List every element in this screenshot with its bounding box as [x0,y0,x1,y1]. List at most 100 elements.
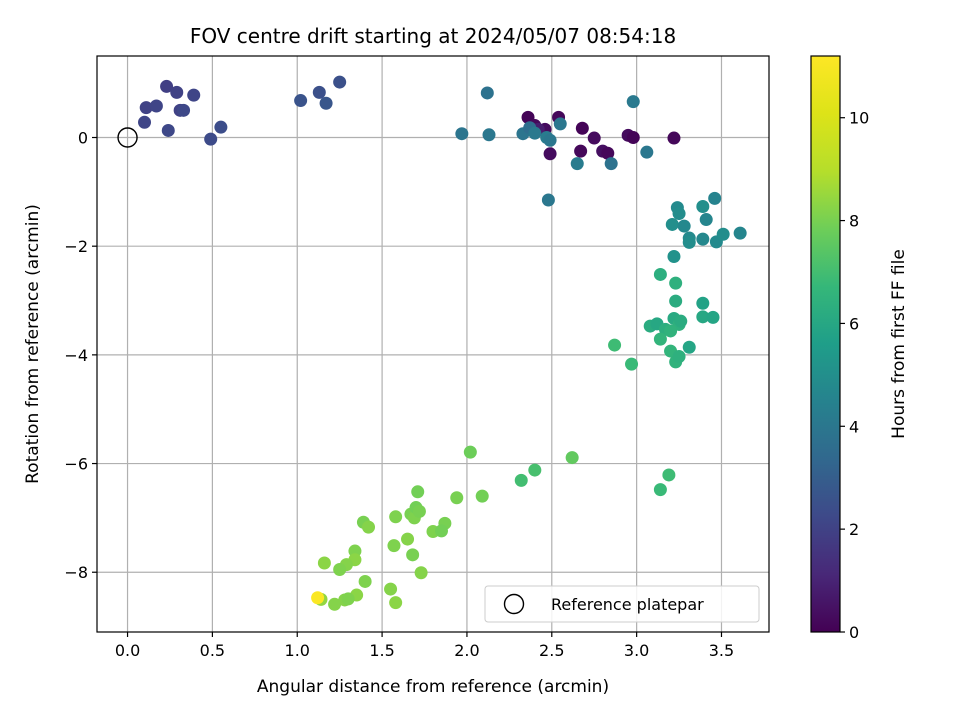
grid-lines [97,56,769,632]
data-point [362,520,376,534]
data-point [601,146,615,160]
y-tick-label: −2 [64,237,88,256]
x-tick-label: 3.0 [624,641,649,660]
y-tick-label: 0 [78,129,88,148]
legend-reference-marker [503,593,525,615]
data-point [214,120,228,134]
legend: Reference platepar [484,585,760,623]
data-point [682,340,696,354]
x-tick-label: 0.0 [115,641,140,660]
x-tick-label: 2.0 [454,641,479,660]
data-point [149,99,163,113]
data-point [570,157,584,171]
data-point [574,144,588,158]
data-point [406,548,420,562]
data-point [204,132,218,146]
data-point [463,445,477,459]
data-point [475,489,489,503]
data-point [341,592,355,606]
colorbar-tick-label: 0 [849,623,859,642]
data-point [696,232,710,246]
legend-box [484,585,760,623]
data-point [543,133,557,147]
colorbar-tick-label: 2 [849,520,859,539]
data-point [543,147,557,161]
data-point [677,219,691,233]
data-point [319,96,333,110]
data-point [653,267,667,281]
data-point [160,79,174,93]
colorbar-tick-label: 6 [849,314,859,333]
y-tick-label: −6 [64,455,88,474]
data-point [587,131,601,145]
data-point [699,213,713,227]
data-point [669,276,683,290]
data-point [317,556,331,570]
data-point [667,250,681,264]
data-point [565,451,579,465]
reference-point [117,127,138,148]
data-point [387,539,401,553]
data-point [674,314,688,328]
data-point [161,123,175,137]
data-point [514,473,528,487]
data-point [625,357,639,371]
data-point [653,483,667,497]
data-point [187,88,201,102]
data-point [541,193,555,207]
colorbar-tick-label: 4 [849,417,859,436]
data-point [412,504,426,518]
data-point [401,532,415,546]
data-point [389,510,403,524]
data-point [708,191,722,205]
x-axis-label: Angular distance from reference (arcmin) [257,677,609,697]
data-point [328,597,342,611]
y-axis-ticks: 0 −2 −4 −6 −8 [64,129,97,582]
data-point [604,157,618,171]
data-point [733,226,747,240]
data-point [669,294,683,308]
data-point [455,127,469,141]
data-point [665,217,679,231]
data-point [528,463,542,477]
data-point [139,101,153,115]
y-axis-label: Rotation from reference (arcmin) [23,204,43,484]
data-point [528,126,542,140]
data-point [411,485,425,499]
data-point [450,491,464,505]
data-point [480,86,494,100]
data-points [138,75,747,611]
reference-marker [117,127,138,148]
data-point [177,103,191,117]
data-point [482,128,496,142]
data-point [384,582,398,596]
x-tick-label: 1.5 [369,641,394,660]
colorbar [811,56,840,632]
data-point [653,332,667,346]
data-point [138,115,152,129]
x-tick-label: 1.0 [285,641,310,660]
data-point [640,145,654,159]
x-tick-label: 2.5 [539,641,564,660]
data-point [664,324,678,338]
data-point [414,566,428,580]
data-point [389,596,403,610]
x-axis-ticks: 0.0 0.5 1.0 1.5 2.0 2.5 3.0 3.5 [115,632,734,660]
x-tick-label: 0.5 [200,641,225,660]
data-point [170,85,184,99]
colorbar-label: Hours from first FF file [889,249,909,439]
data-point [294,94,308,108]
data-point [553,117,567,131]
colorbar-tick-label: 10 [849,109,869,128]
data-point [358,574,372,588]
data-point [333,75,347,89]
colorbar-ticks: 0 2 4 6 8 10 [840,109,869,642]
data-point [672,207,686,221]
data-point [696,310,710,324]
data-point [716,227,730,241]
data-point [626,95,640,109]
data-point [434,524,448,538]
y-tick-label: −8 [64,563,88,582]
y-tick-label: −4 [64,346,88,365]
data-point [312,85,326,99]
